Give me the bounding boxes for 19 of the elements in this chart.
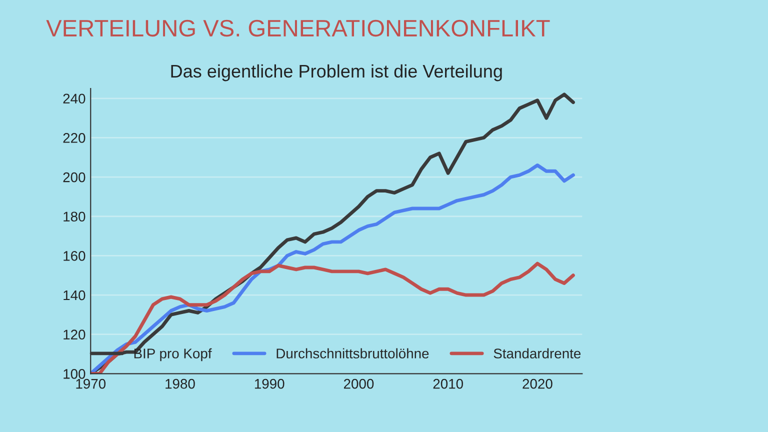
y-tick-label: 240 — [63, 94, 86, 104]
y-tick-label: 160 — [64, 251, 86, 261]
y-tick-label: 220 — [63, 133, 86, 143]
chart-subtitle: Das eigentliche Problem ist die Verteilung — [171, 64, 502, 82]
y-tick-label: 140 — [64, 290, 86, 300]
y-tick-label: 200 — [63, 172, 86, 182]
chart-title: VERTEILUNG VS. GENERATIONENKONFLIKT — [46, 20, 550, 37]
x-tick-label: 1970 — [76, 378, 106, 389]
y-tick-label: 120 — [64, 330, 86, 340]
y-tick-label: 100 — [64, 369, 86, 379]
x-tick-label: 2020 — [522, 378, 552, 389]
legend-label: BIP pro Kopf — [134, 348, 212, 362]
x-tick-label: 2010 — [433, 378, 463, 389]
legend-label: Standardrente — [494, 348, 581, 358]
x-tick-label: 1990 — [254, 378, 284, 389]
x-tick-label: 1980 — [166, 378, 195, 389]
x-tick-label: 2000 — [344, 378, 374, 389]
legend-label: Durchschnittsbruttolöhne — [276, 348, 429, 358]
y-tick-label: 180 — [64, 212, 86, 222]
